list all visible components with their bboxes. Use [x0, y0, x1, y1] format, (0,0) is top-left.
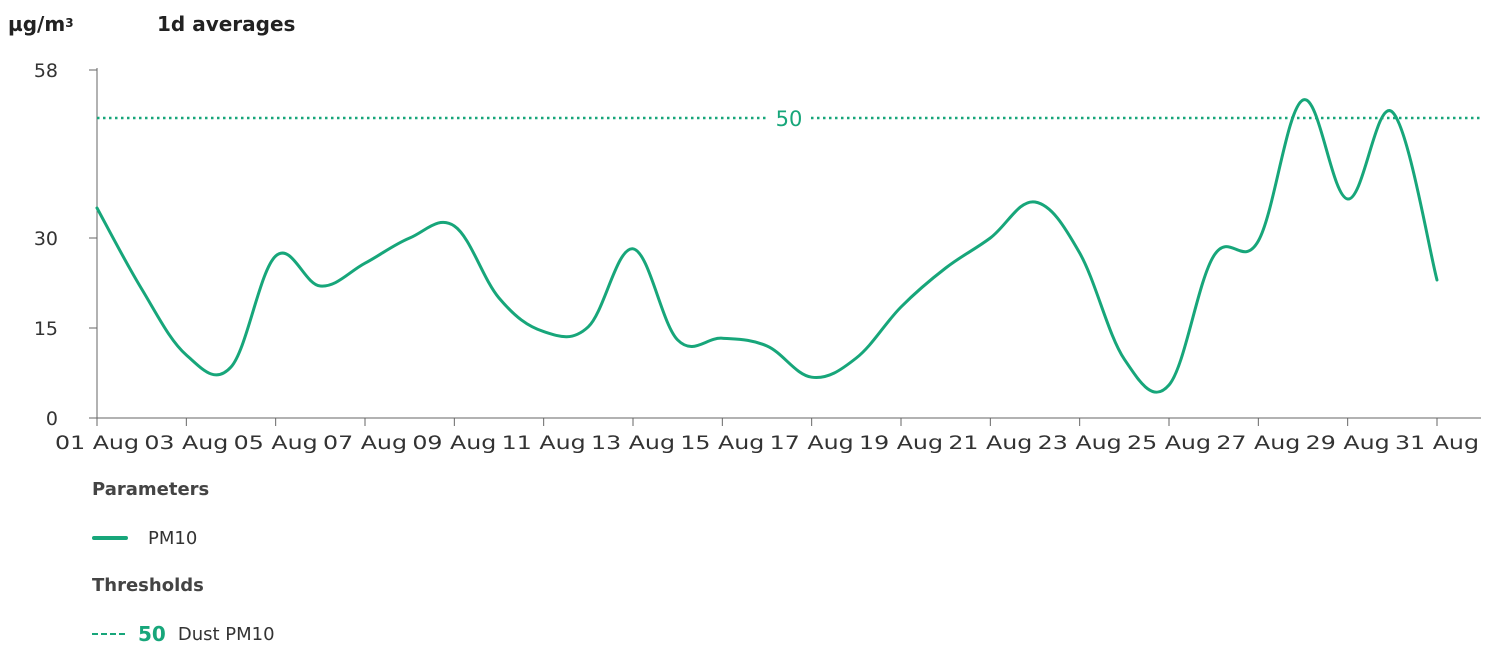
data-point: [94, 205, 100, 211]
data-point: [809, 374, 815, 380]
x-tick-label: 03 Aug: [144, 432, 228, 454]
legend-threshold-name: Dust PM10: [177, 623, 275, 645]
data-point: [541, 329, 547, 335]
data-point: [1389, 109, 1395, 115]
legend-threshold-value: 50: [138, 622, 166, 646]
y-tick-label: 0: [46, 408, 58, 430]
unit-base: µg/m: [8, 12, 66, 36]
data-point: [853, 355, 859, 361]
data-point: [1211, 253, 1217, 259]
data-point: [1032, 199, 1038, 205]
x-tick-label: 19 Aug: [859, 432, 943, 454]
data-point: [451, 223, 457, 229]
unit-exponent: 3: [65, 16, 74, 30]
aggregation-label: 1d averages: [157, 12, 296, 36]
data-point: [1077, 250, 1083, 256]
x-tick-label: 23 Aug: [1038, 432, 1122, 454]
x-tick-label: 25 Aug: [1127, 432, 1211, 454]
data-point: [898, 304, 904, 310]
series-line-pm10: [95, 98, 1439, 394]
pm10-line-chart: 0 15 30 58 01 Aug 03 Aug 05 Aug 07 Aug 09 Aug 11 …: [34, 60, 1481, 454]
data-point: [1166, 382, 1172, 388]
data-point: [496, 295, 502, 301]
data-point: [1300, 97, 1306, 103]
data-point: [183, 352, 189, 358]
x-tick-label: 01 Aug: [55, 432, 139, 454]
x-tick-label: 21 Aug: [948, 432, 1032, 454]
x-tick-label: 17 Aug: [770, 432, 854, 454]
x-tick-label: 29 Aug: [1306, 432, 1390, 454]
legend-parameter-name: PM10: [148, 527, 198, 549]
data-point: [1121, 356, 1127, 362]
data-point: [1255, 238, 1261, 244]
y-tick-label: 30: [34, 228, 58, 250]
x-tick-label: 07 Aug: [323, 432, 407, 454]
x-tick-label: 31 Aug: [1395, 432, 1479, 454]
legend-thresholds-heading: Thresholds: [92, 575, 204, 596]
x-tick-label: 09 Aug: [412, 432, 496, 454]
data-point: [228, 364, 234, 370]
data-point: [362, 260, 368, 266]
data-point: [630, 246, 636, 252]
data-point: [987, 235, 993, 241]
y-axis-unit: µg/m3: [8, 12, 74, 36]
y-tick-label: 15: [34, 318, 58, 340]
legend-line-swatch: [92, 536, 128, 540]
data-point: [273, 253, 279, 259]
data-point: [1345, 196, 1351, 202]
legend-parameters-heading: Parameters: [92, 479, 210, 500]
legend-dash-swatch: [92, 633, 125, 635]
data-point: [585, 324, 591, 330]
x-tick-label: 13 Aug: [591, 432, 675, 454]
x-tick-label: 27 Aug: [1216, 432, 1300, 454]
data-point: [719, 335, 725, 341]
legend: Parameters PM10 Thresholds 50 Dust PM10: [92, 476, 592, 648]
x-tick-label: 15 Aug: [680, 432, 764, 454]
data-point: [1434, 277, 1440, 283]
legend-item-pm10[interactable]: PM10: [92, 524, 592, 552]
data-point: [764, 343, 770, 349]
threshold-label: 50: [776, 107, 803, 131]
x-tick-label: 11 Aug: [502, 432, 586, 454]
data-point: [139, 286, 145, 292]
y-tick-label: 58: [34, 60, 58, 82]
data-point: [317, 283, 323, 289]
data-point: [407, 235, 413, 241]
data-point: [943, 265, 949, 271]
data-point: [675, 337, 681, 343]
legend-item-threshold[interactable]: 50 Dust PM10: [92, 620, 592, 648]
x-tick-label: 05 Aug: [234, 432, 318, 454]
